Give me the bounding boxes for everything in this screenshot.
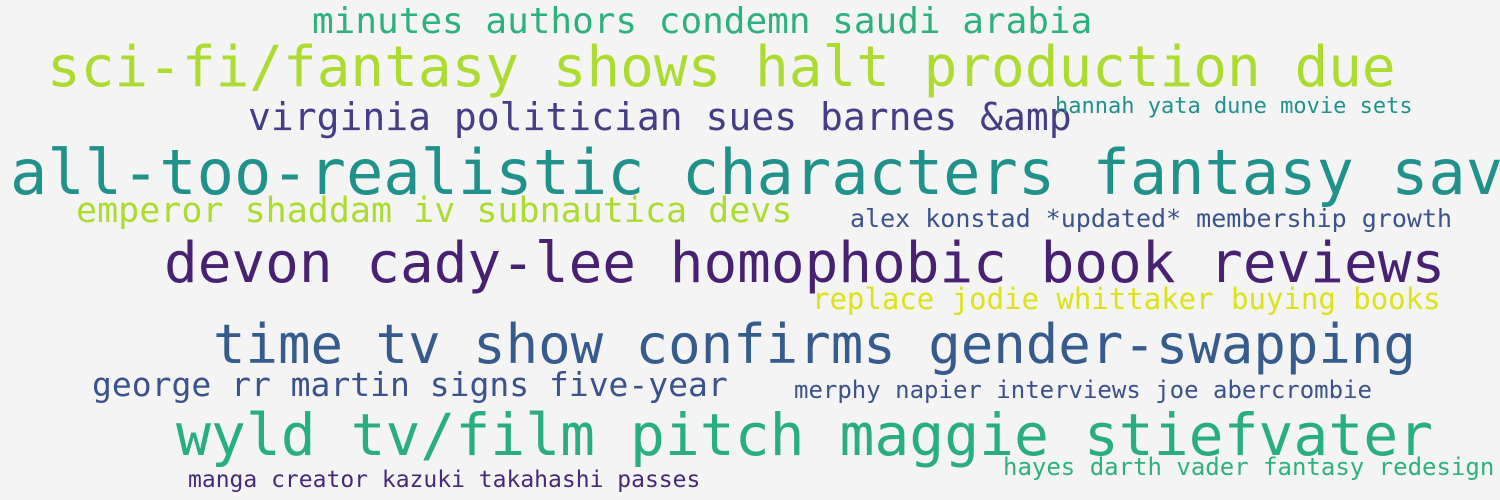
word-cloud-term: wyld tv/film pitch maggie stiefvater [176,401,1434,469]
word-cloud-term: alex konstad *updated* membership growth [850,204,1453,233]
word-cloud-term: replace jodie whittaker buying books [812,282,1441,316]
word-cloud-term: merphy napier interviews joe abercrombie [794,376,1372,404]
word-cloud-term: hannah yata dune movie sets [1055,94,1413,119]
word-cloud-term: sci-fi/fantasy shows halt production due [47,35,1396,100]
word-cloud-term: time tv show confirms gender-swapping [213,313,1416,376]
word-cloud-term: emperor shaddam iv subnautica devs [76,191,793,231]
word-cloud-term: all-too-realistic characters fantasy sav… [10,136,1500,209]
word-cloud-term: manga creator kazuki takahashi passes [188,467,701,493]
word-cloud-term: devon cady-lee homophobic book reviews [164,231,1446,296]
word-cloud-term: hayes darth vader fantasy redesign [1003,453,1495,481]
word-cloud-term: george rr martin signs five-year [92,365,728,404]
word-cloud-term: virginia politician sues barnes &amp [248,95,1072,139]
word-cloud-term: minutes authors condemn saudi arabia [312,1,1093,42]
